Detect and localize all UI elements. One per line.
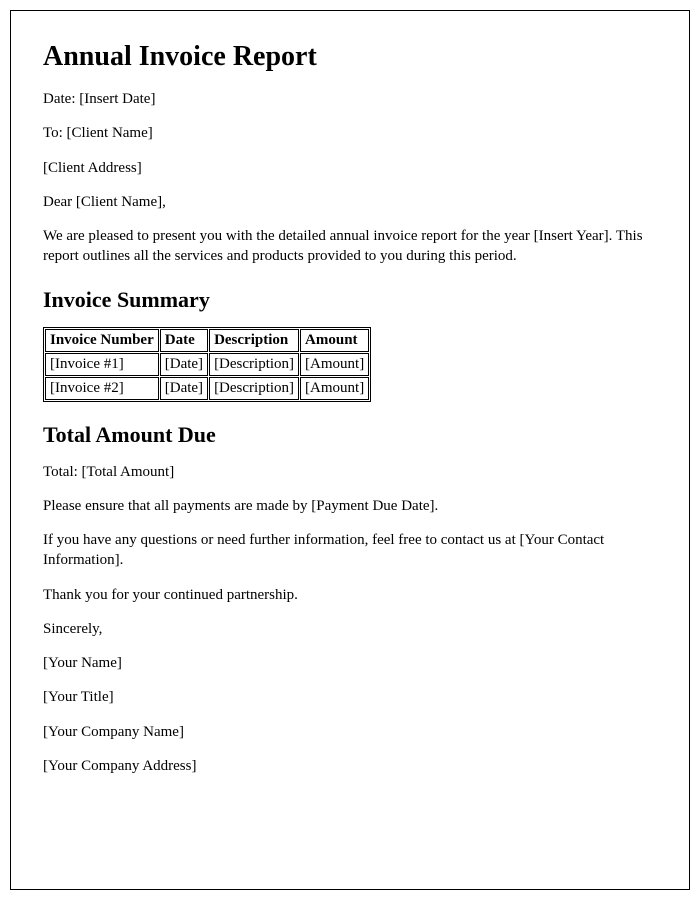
col-invoice-number: Invoice Number bbox=[45, 329, 159, 352]
col-description: Description bbox=[209, 329, 299, 352]
thanks-line: Thank you for your continued partnership… bbox=[43, 585, 657, 605]
cell-description: [Description] bbox=[209, 353, 299, 376]
cell-description: [Description] bbox=[209, 377, 299, 400]
to-line: To: [Client Name] bbox=[43, 123, 657, 143]
invoice-table: Invoice Number Date Description Amount [… bbox=[43, 327, 371, 402]
cell-invoice-number: [Invoice #2] bbox=[45, 377, 159, 400]
date-line: Date: [Insert Date] bbox=[43, 89, 657, 109]
col-date: Date bbox=[160, 329, 208, 352]
intro-paragraph: We are pleased to present you with the d… bbox=[43, 226, 657, 267]
cell-date: [Date] bbox=[160, 377, 208, 400]
payment-line: Please ensure that all payments are made… bbox=[43, 496, 657, 516]
col-amount: Amount bbox=[300, 329, 369, 352]
cell-amount: [Amount] bbox=[300, 377, 369, 400]
table-row: [Invoice #1] [Date] [Description] [Amoun… bbox=[45, 353, 369, 376]
company-address: [Your Company Address] bbox=[43, 756, 657, 776]
cell-invoice-number: [Invoice #1] bbox=[45, 353, 159, 376]
signer-name: [Your Name] bbox=[43, 653, 657, 673]
closing: Sincerely, bbox=[43, 619, 657, 639]
salutation: Dear [Client Name], bbox=[43, 192, 657, 212]
company-name: [Your Company Name] bbox=[43, 722, 657, 742]
total-line: Total: [Total Amount] bbox=[43, 462, 657, 482]
signer-title: [Your Title] bbox=[43, 687, 657, 707]
client-address: [Client Address] bbox=[43, 158, 657, 178]
contact-line: If you have any questions or need furthe… bbox=[43, 530, 657, 571]
cell-date: [Date] bbox=[160, 353, 208, 376]
summary-heading: Invoice Summary bbox=[43, 287, 657, 313]
total-heading: Total Amount Due bbox=[43, 422, 657, 448]
table-row: [Invoice #2] [Date] [Description] [Amoun… bbox=[45, 377, 369, 400]
page-title: Annual Invoice Report bbox=[43, 41, 657, 73]
table-header-row: Invoice Number Date Description Amount bbox=[45, 329, 369, 352]
cell-amount: [Amount] bbox=[300, 353, 369, 376]
document-page: Annual Invoice Report Date: [Insert Date… bbox=[10, 10, 690, 890]
